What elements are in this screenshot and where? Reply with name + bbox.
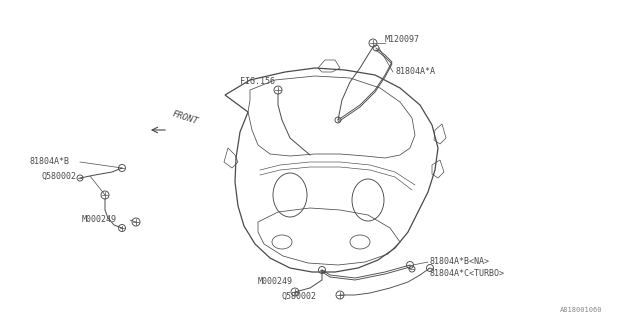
Text: 81804A*A: 81804A*A xyxy=(395,68,435,76)
Text: FIG.156: FIG.156 xyxy=(240,77,275,86)
Text: Q580002: Q580002 xyxy=(42,172,77,180)
Text: 81804A*B: 81804A*B xyxy=(30,157,70,166)
Text: Q580002: Q580002 xyxy=(282,292,317,300)
Text: 81804A*B<NA>: 81804A*B<NA> xyxy=(430,258,490,267)
Text: M000249: M000249 xyxy=(82,215,117,225)
Text: 81804A*C<TURBO>: 81804A*C<TURBO> xyxy=(430,269,505,278)
Text: FRONT: FRONT xyxy=(171,109,199,126)
Text: M000249: M000249 xyxy=(258,277,293,286)
Text: M120097: M120097 xyxy=(385,36,420,44)
Text: A818001060: A818001060 xyxy=(560,307,602,313)
